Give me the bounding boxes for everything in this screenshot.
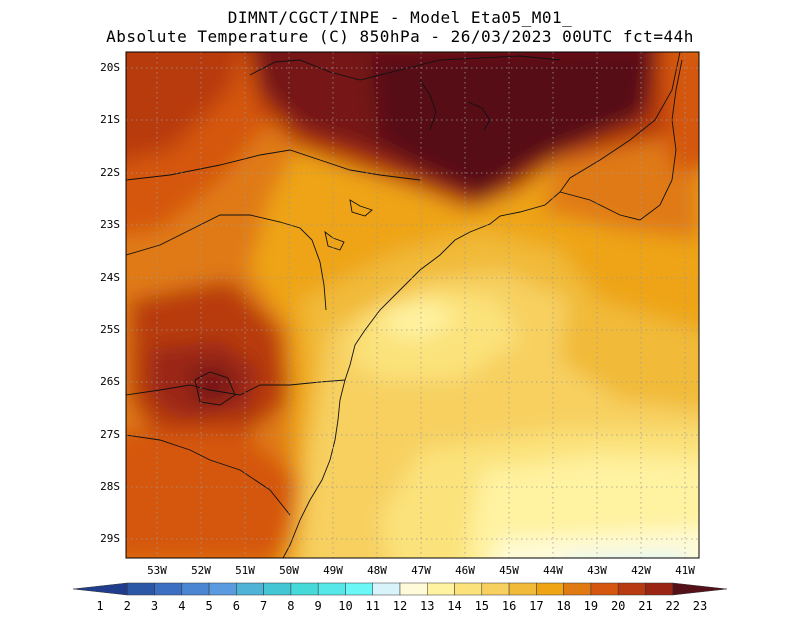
colorbar (72, 582, 728, 596)
colorbar-label-4: 4 (178, 599, 186, 613)
colorbar-swatch-17 (536, 582, 564, 596)
title-line-2: Absolute Temperature (C) 850hPa - 26/03/… (106, 27, 694, 46)
colorbar-swatch-12 (399, 582, 428, 596)
lon-tick-42w: 42W (631, 564, 651, 577)
colorbar-swatch-7 (263, 582, 292, 596)
colorbar-label-18: 18 (556, 599, 571, 613)
colorbar-label-8: 8 (287, 599, 295, 613)
colorbar-label-7: 7 (260, 599, 268, 613)
colorbar-swatch-18 (563, 582, 592, 596)
lon-tick-45w: 45W (499, 564, 519, 577)
lat-tick-23s: 23S (100, 218, 120, 231)
lat-tick-24s: 24S (100, 271, 120, 284)
lon-tick-50w: 50W (279, 564, 299, 577)
colorbar-swatch-1 (72, 582, 128, 596)
map-frame (125, 51, 700, 559)
lon-tick-53w: 53W (147, 564, 167, 577)
colorbar-label-1: 1 (96, 599, 104, 613)
colorbar-label-23: 23 (692, 599, 708, 613)
colorbar-swatch-5 (208, 582, 237, 596)
colorbar-label-9: 9 (314, 599, 322, 613)
title-line-1: DIMNT/CGCT/INPE - Model Eta05_M01_ (227, 8, 573, 27)
colorbar-swatch-6 (236, 582, 264, 596)
lat-tick-20s: 20S (100, 61, 120, 74)
colorbar-label-13: 13 (420, 599, 435, 613)
colorbar-swatch-2 (127, 582, 155, 596)
colorbar-label-5: 5 (205, 599, 213, 613)
lat-tick-27s: 27S (100, 428, 120, 441)
colorbar-swatch-8 (290, 582, 319, 596)
colorbar-label-3: 3 (150, 599, 159, 613)
colorbar-label-12: 12 (392, 599, 408, 613)
lon-tick-48w: 48W (367, 564, 387, 577)
colorbar-label-17: 17 (529, 599, 544, 613)
colorbar-swatch-14 (454, 582, 483, 596)
colorbar-label-11: 11 (365, 599, 380, 613)
colorbar-label-22: 22 (665, 599, 680, 613)
colorbar-swatch-19 (590, 582, 619, 596)
colorbar-label-19: 19 (583, 599, 599, 613)
lat-tick-28s: 28S (100, 480, 120, 493)
colorbar-label-6: 6 (232, 599, 240, 613)
colorbar-swatch-15 (481, 582, 510, 596)
lon-tick-49w: 49W (323, 564, 343, 577)
grid-lines (126, 52, 699, 558)
colorbar-label-15: 15 (474, 599, 490, 613)
colorbar-label-10: 10 (338, 599, 353, 613)
lon-tick-47w: 47W (411, 564, 431, 577)
colorbar-swatch-11 (372, 582, 401, 596)
colorbar-swatch-23 (672, 582, 728, 596)
lat-tick-25s: 25S (100, 323, 120, 336)
lat-tick-22s: 22S (100, 166, 120, 179)
colorbar-swatch-9 (317, 582, 346, 596)
colorbar-swatch-13 (427, 582, 455, 596)
lon-tick-44w: 44W (543, 564, 563, 577)
lat-tick-26s: 26S (100, 375, 120, 388)
colorbar-swatch-20 (617, 582, 646, 596)
temperature-field (126, 52, 699, 558)
colorbar-label-16: 16 (501, 599, 517, 613)
coastline-borders (126, 52, 683, 558)
lon-tick-52w: 52W (191, 564, 211, 577)
colorbar-label-20: 20 (610, 599, 626, 613)
lon-tick-41w: 41W (675, 564, 695, 577)
lon-tick-46w: 46W (455, 564, 475, 577)
colorbar-label-2: 2 (123, 599, 131, 613)
colorbar-label-21: 21 (638, 599, 653, 613)
colorbar-swatch-3 (154, 582, 183, 596)
lon-tick-51w: 51W (235, 564, 255, 577)
lat-tick-21s: 21S (100, 113, 120, 126)
colorbar-swatch-16 (508, 582, 537, 596)
colorbar-swatch-4 (181, 582, 210, 596)
colorbar-swatch-21 (645, 582, 673, 596)
lat-tick-29s: 29S (100, 532, 120, 545)
colorbar-swatch-10 (345, 582, 373, 596)
lon-tick-43w: 43W (587, 564, 607, 577)
colorbar-label-14: 14 (447, 599, 462, 613)
